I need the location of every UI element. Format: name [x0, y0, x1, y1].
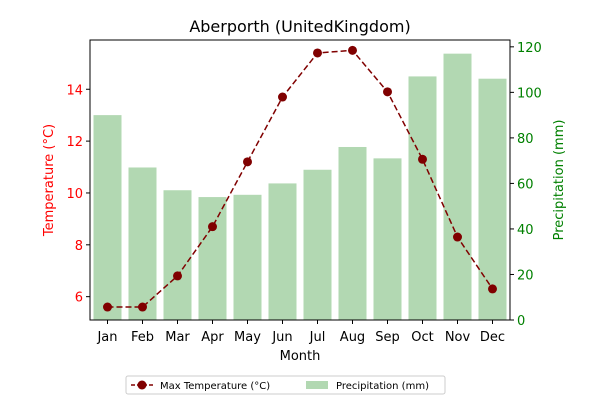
precipitation-bar-dec — [478, 78, 507, 320]
x-tick-label: Aug — [340, 330, 365, 345]
temperature-point-dec — [488, 284, 497, 294]
precipitation-axis-title: Precipitation (mm) — [552, 120, 567, 241]
precipitation-bar-oct — [408, 76, 437, 321]
x-tick-label: Mar — [165, 330, 190, 345]
x-axis: Jan Feb Mar Apr May Jun Jul Aug Sep Oct Nov Dec — [96, 320, 505, 345]
precipitation-bar-jan — [93, 115, 122, 320]
precipitation-bar-may — [233, 194, 262, 320]
temperature-axis-title: Temperature (°C) — [42, 124, 57, 237]
temperature-tick-label: 12 — [66, 135, 83, 150]
x-tick-label: Apr — [201, 330, 224, 345]
temperature-point-feb — [138, 302, 147, 312]
temperature-tick-label: 14 — [66, 83, 83, 98]
precipitation-bar-aug — [338, 146, 367, 320]
legend: Max Temperature (°C) Precipitation (mm) — [125, 375, 446, 395]
temperature-point-jan — [103, 302, 112, 312]
x-tick-label: Feb — [131, 330, 154, 345]
precipitation-bar-mar — [163, 190, 192, 320]
chart-title: Aberporth (UnitedKingdom) — [189, 17, 410, 36]
x-tick-label: Jul — [309, 330, 326, 345]
temperature-point-may — [243, 157, 252, 167]
legend-bar-swatch — [306, 381, 328, 389]
precipitation-bar-jun — [268, 183, 297, 320]
precipitation-bar-jul — [303, 169, 332, 320]
precipitation-tick-label: 80 — [517, 132, 534, 147]
temperature-point-aug — [348, 45, 357, 55]
precipitation-tick-label: 100 — [517, 86, 542, 101]
plot-frame — [89, 39, 511, 321]
legend-label-temperature: Max Temperature (°C) — [160, 381, 270, 392]
temperature-point-jul — [313, 48, 322, 58]
temperature-point-apr — [208, 222, 217, 232]
precipitation-tick-label: 60 — [517, 177, 534, 192]
precipitation-tick-label: 120 — [517, 41, 542, 56]
precipitation-bar-feb — [128, 167, 157, 320]
temperature-point-jun — [278, 92, 287, 102]
precipitation-axis: 0 20 40 60 80 100 120 — [510, 41, 542, 329]
precipitation-tick-label: 0 — [517, 314, 525, 329]
x-tick-label: Sep — [375, 330, 400, 345]
precipitation-bar-apr — [198, 197, 227, 320]
precipitation-bar-nov — [443, 53, 472, 320]
legend-marker-swatch — [137, 380, 147, 390]
legend-frame — [125, 375, 446, 395]
temperature-point-mar — [173, 271, 182, 281]
x-axis-title: Month — [280, 349, 321, 364]
temperature-line — [107, 49, 494, 308]
legend-label-precipitation: Precipitation (mm) — [336, 381, 429, 392]
precipitation-tick-label: 40 — [517, 223, 534, 238]
temperature-tick-label: 6 — [75, 291, 83, 306]
precipitation-bar-sep — [373, 158, 402, 320]
temperature-point-nov — [453, 232, 462, 242]
temperature-tick-label: 8 — [75, 239, 83, 254]
x-tick-label: May — [234, 330, 261, 345]
temperature-line-series — [103, 45, 497, 312]
x-tick-label: Jun — [271, 330, 292, 345]
x-tick-label: Oct — [411, 330, 433, 345]
temperature-point-sep — [383, 87, 392, 97]
x-tick-label: Jan — [96, 330, 117, 345]
temperature-tick-label: 10 — [66, 187, 83, 202]
temperature-point-oct — [418, 154, 427, 164]
precipitation-tick-label: 20 — [517, 268, 534, 283]
precipitation-bars — [93, 53, 507, 321]
temperature-axis: 6 8 10 12 14 — [66, 83, 90, 306]
x-tick-label: Nov — [445, 330, 471, 345]
x-tick-label: Dec — [480, 330, 505, 345]
